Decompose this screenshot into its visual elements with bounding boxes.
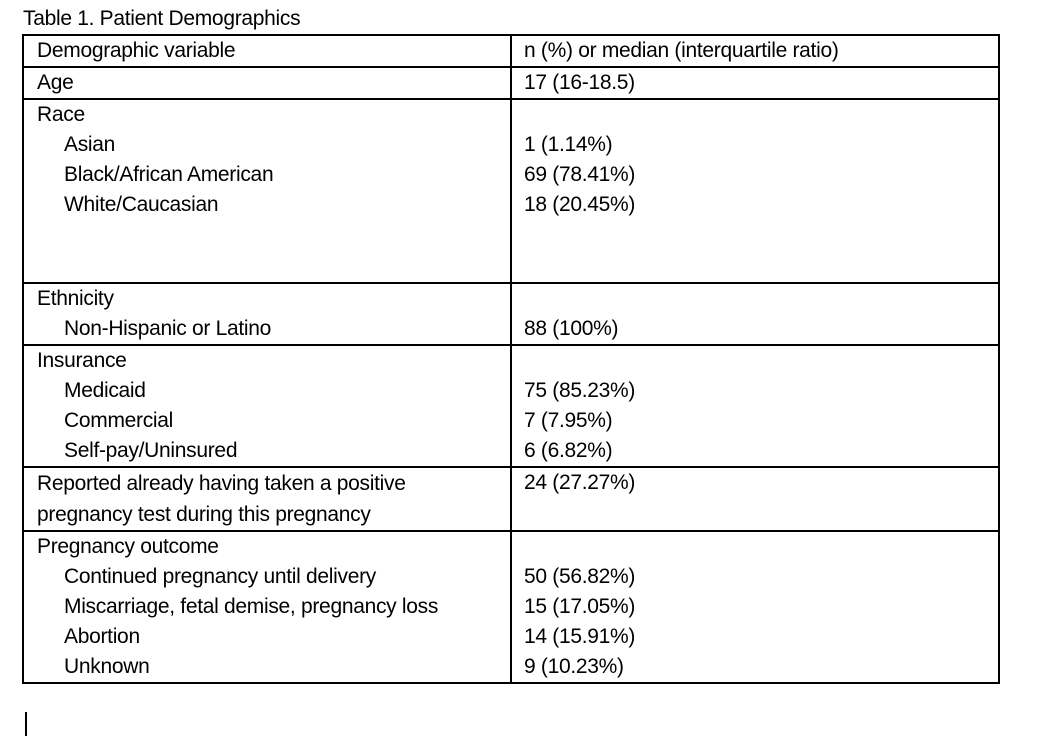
group-label: Race	[37, 103, 85, 126]
sub-value: 69 (78.41%)	[524, 163, 636, 186]
value-cell: 24 (27.27%)	[510, 466, 1000, 532]
sub-label: Abortion	[64, 625, 140, 648]
sub-label: Black/African American	[64, 163, 274, 186]
header-label: Demographic variable	[37, 39, 236, 62]
group-label: Pregnancy outcome	[37, 535, 219, 558]
sub-label: Asian	[64, 133, 116, 156]
variable-cell: Insurance Medicaid Commercial Self-pay/U…	[22, 344, 512, 468]
sub-label: Miscarriage, fetal demise, pregnancy los…	[64, 595, 439, 618]
row-label: Reported already having taken a positive…	[37, 472, 406, 526]
table-row-insurance: Insurance Medicaid Commercial Self-pay/U…	[22, 344, 1000, 468]
variable-cell: Age	[22, 66, 512, 100]
sub-value: 9 (10.23%)	[524, 655, 624, 678]
value-cell: 75 (85.23%) 7 (7.95%) 6 (6.82%)	[510, 344, 1000, 468]
value-cell: 1 (1.14%) 69 (78.41%) 18 (20.45%)	[510, 98, 1000, 284]
sub-value: 18 (20.45%)	[524, 193, 636, 216]
sub-label: White/Caucasian	[64, 193, 219, 216]
header-cell-value: n (%) or median (interquartile ratio)	[510, 34, 1000, 68]
sub-value: 6 (6.82%)	[524, 439, 613, 462]
sub-label: Commercial	[64, 409, 174, 432]
sub-value: 75 (85.23%)	[524, 379, 636, 402]
sub-label: Self-pay/Uninsured	[64, 439, 238, 462]
value-cell: 50 (56.82%) 15 (17.05%) 14 (15.91%) 9 (1…	[510, 530, 1000, 684]
row-label: Age	[37, 71, 74, 94]
text-cursor[interactable]	[25, 712, 27, 736]
variable-cell: Race Asian Black/African American White/…	[22, 98, 512, 284]
table-row-age: Age 17 (16-18.5)	[22, 66, 1000, 100]
table-row-ethnicity: Ethnicity Non-Hispanic or Latino 88 (100…	[22, 282, 1000, 346]
demographics-table: Demographic variable n (%) or median (in…	[22, 34, 1000, 684]
value-cell: 17 (16-18.5)	[510, 66, 1000, 100]
table-header-row: Demographic variable n (%) or median (in…	[22, 34, 1000, 68]
sub-value: 7 (7.95%)	[524, 409, 613, 432]
sub-value: 15 (17.05%)	[524, 595, 636, 618]
row-value: 17 (16-18.5)	[524, 71, 635, 94]
sub-value: 50 (56.82%)	[524, 565, 636, 588]
group-label: Ethnicity	[37, 287, 114, 310]
sub-label: Continued pregnancy until delivery	[64, 565, 376, 588]
table-row-pregnancy-test: Reported already having taken a positive…	[22, 466, 1000, 532]
variable-cell: Pregnancy outcome Continued pregnancy un…	[22, 530, 512, 684]
row-value: 24 (27.27%)	[524, 471, 636, 494]
sub-label: Non-Hispanic or Latino	[64, 317, 272, 340]
table-row-outcome: Pregnancy outcome Continued pregnancy un…	[22, 530, 1000, 684]
group-label: Insurance	[37, 349, 127, 372]
table-row-race: Race Asian Black/African American White/…	[22, 98, 1000, 284]
sub-label: Unknown	[64, 655, 150, 678]
variable-cell: Ethnicity Non-Hispanic or Latino	[22, 282, 512, 346]
value-cell: 88 (100%)	[510, 282, 1000, 346]
sub-value: 14 (15.91%)	[524, 625, 636, 648]
sub-label: Medicaid	[64, 379, 146, 402]
sub-value: 1 (1.14%)	[524, 133, 613, 156]
header-cell-variable: Demographic variable	[22, 34, 512, 68]
sub-value: 88 (100%)	[524, 317, 619, 340]
header-label: n (%) or median (interquartile ratio)	[524, 39, 839, 62]
table-caption: Table 1. Patient Demographics	[23, 7, 301, 30]
variable-cell: Reported already having taken a positive…	[22, 466, 512, 532]
